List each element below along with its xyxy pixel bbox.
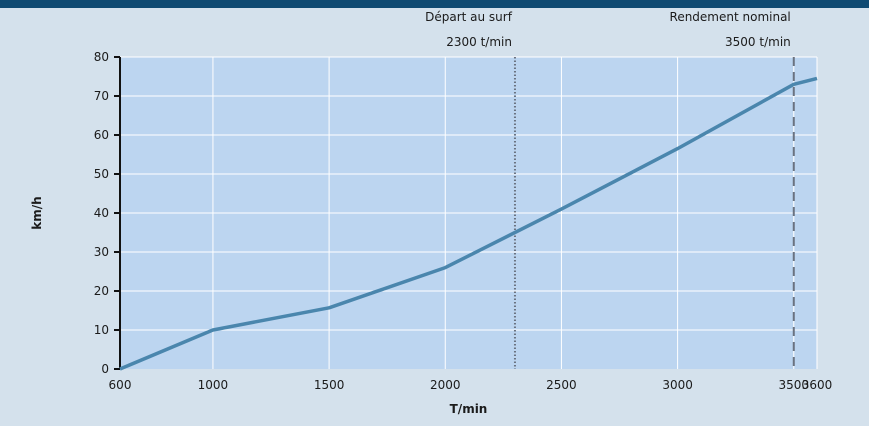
y-tick-label: 70 (94, 89, 109, 103)
x-tick-label: 1000 (198, 378, 229, 392)
y-tick-label: 0 (101, 362, 109, 376)
y-tick-label: 30 (94, 245, 109, 259)
grid (120, 56, 818, 369)
y-tick-label: 40 (94, 206, 109, 220)
annotation-value: 2300 t/min (446, 35, 512, 49)
top-bar (0, 0, 869, 8)
y-tick-label: 10 (94, 323, 109, 337)
x-tick-label: 2000 (430, 378, 461, 392)
annotation-label: Départ au surf (425, 10, 513, 24)
y-tick-label: 60 (94, 128, 109, 142)
x-tick-label: 3000 (662, 378, 693, 392)
tick-labels: 0 10 20 30 40 50 60 70 80 600 1000 1500 2000 2500 3000… (94, 50, 833, 392)
x-tick-label: 3600 (802, 378, 833, 392)
annotation-label: Rendement nominal (670, 10, 791, 24)
axes (114, 56, 121, 370)
annotation-lines (513, 57, 795, 369)
y-axis-title: km/h (30, 196, 44, 229)
series-line (119, 76, 818, 371)
annotation-value: 3500 t/min (725, 35, 791, 49)
x-axis-title: T/min (450, 402, 488, 416)
y-tick-label: 50 (94, 167, 109, 181)
annotations: Départ au surf 2300 t/min Rendement nomina… (425, 10, 791, 49)
y-tick-label: 80 (94, 50, 109, 64)
x-tick-label: 2500 (546, 378, 577, 392)
x-tick-label: 3500 (778, 378, 809, 392)
x-tick-label: 1500 (314, 378, 345, 392)
x-tick-label: 600 (109, 378, 132, 392)
y-tick-label: 20 (94, 284, 109, 298)
